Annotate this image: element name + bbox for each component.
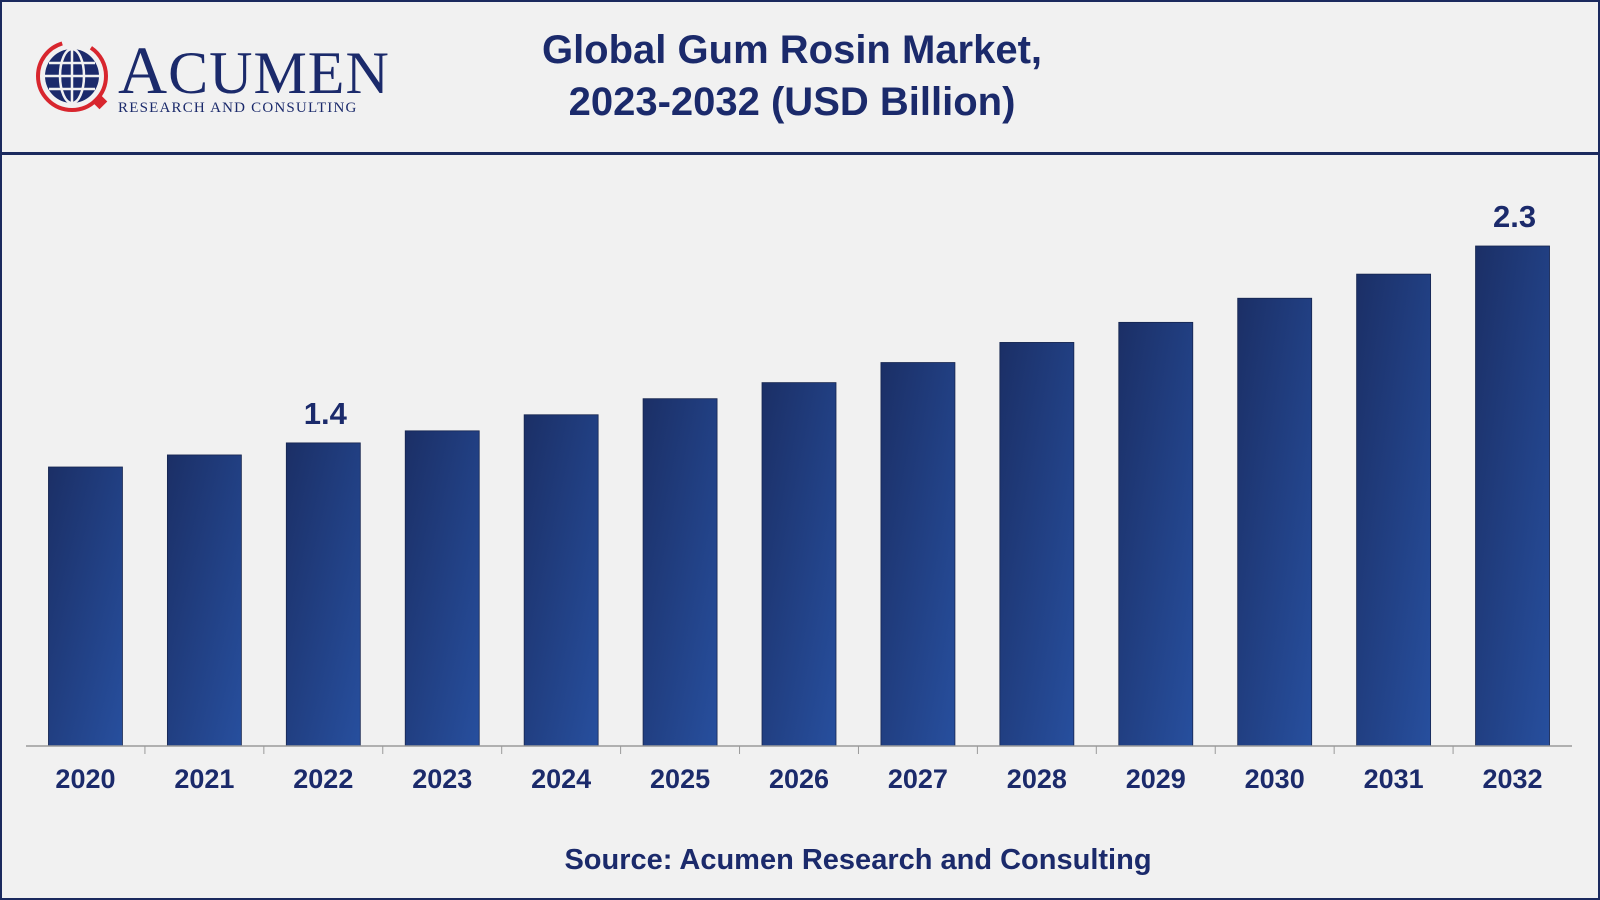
bar-2023 [404, 430, 480, 747]
bar-2028 [999, 342, 1075, 747]
chart-title-line-2: 2023-2032 (USD Billion) [568, 80, 1016, 124]
bar-2021 [166, 454, 242, 747]
x-tick-label-2024: 2024 [531, 764, 591, 794]
x-tick-label-2032: 2032 [1482, 764, 1542, 794]
x-tick-label-2023: 2023 [412, 764, 472, 794]
data-label-2032: 2.3 [1493, 199, 1536, 234]
bar-2026 [761, 382, 837, 747]
x-tick-label-2028: 2028 [1007, 764, 1067, 794]
x-tick-label-2027: 2027 [888, 764, 948, 794]
x-tick-label-2031: 2031 [1364, 764, 1424, 794]
chart-title-line-1: Global Gum Rosin Market, [541, 28, 1043, 72]
bar-2031 [1356, 273, 1432, 747]
bar-2022 [285, 442, 361, 747]
data-label-2022: 1.4 [304, 396, 348, 431]
acumen-logo: ACUMEN RESEARCH AND CONSULTING [34, 36, 389, 122]
bar-2024 [523, 414, 599, 747]
x-tick-label-2025: 2025 [650, 764, 710, 794]
source-note: Source: Acumen Research and Consulting [564, 844, 1152, 876]
x-tick-label-2022: 2022 [293, 764, 353, 794]
logo-tagline: RESEARCH AND CONSULTING [118, 100, 358, 116]
x-tick-label-2030: 2030 [1245, 764, 1305, 794]
bar-2029 [1118, 321, 1194, 747]
x-tick-label-2020: 2020 [55, 764, 115, 794]
bar-2030 [1237, 297, 1313, 747]
chart-title: Global Gum Rosin Market, 2023-2032 (USD … [482, 24, 1102, 128]
globe-logo-icon [36, 40, 108, 112]
header: ACUMEN RESEARCH AND CONSULTING Global Gu… [2, 2, 1598, 155]
x-tick-label-2021: 2021 [174, 764, 234, 794]
x-tick-label-2029: 2029 [1126, 764, 1186, 794]
bar-2032 [1475, 245, 1550, 747]
x-tick-label-2026: 2026 [769, 764, 829, 794]
bar-2025 [642, 398, 718, 747]
bar-2027 [880, 362, 956, 747]
logo-wordmark: ACUMEN [118, 32, 390, 108]
bar-2020 [48, 466, 123, 747]
